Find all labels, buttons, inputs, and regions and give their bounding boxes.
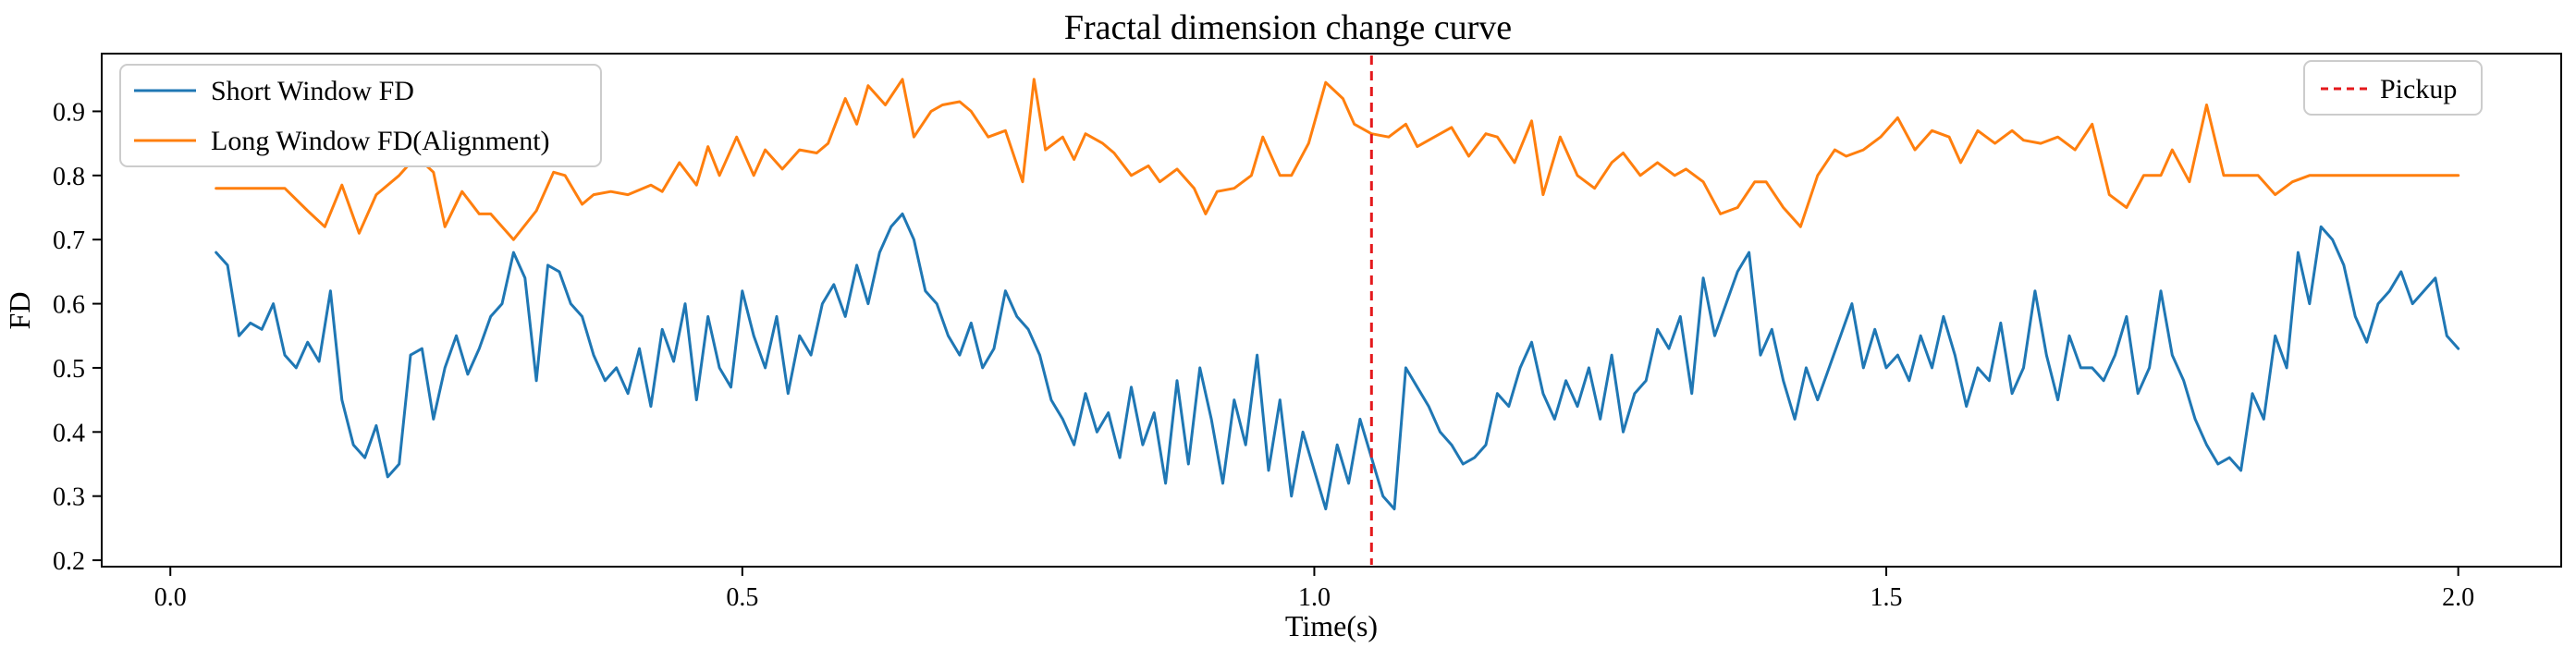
y-tick-label: 0.5 (53, 355, 85, 384)
y-tick-label: 0.4 (53, 419, 85, 447)
legend-main-box (119, 64, 602, 167)
y-tick-label: 0.2 (53, 547, 85, 576)
y-tick-label: 0.7 (53, 226, 85, 255)
legend-pickup-box (2303, 60, 2483, 116)
series-long-window-fd-line (215, 78, 2460, 241)
y-tick-label: 0.9 (53, 98, 85, 127)
plot-frame (101, 53, 2562, 568)
y-tick-label: 0.3 (53, 483, 85, 512)
y-axis: 0.2 0.3 0.4 0.5 0.6 0.7 0.8 0.9 (53, 98, 102, 576)
x-tick-label: 1.5 (1871, 583, 1903, 612)
x-axis-label: Time(s) (1285, 609, 1378, 642)
legend-pickup-label: Pickup (2380, 74, 2457, 104)
chart-title: Fractal dimension change curve (1064, 8, 1512, 47)
legend-long-window-label: Long Window FD(Alignment) (211, 126, 550, 156)
series-layer (215, 78, 2460, 511)
x-tick-label: 2.0 (2442, 583, 2474, 612)
series-short-window-fd-line (215, 212, 2460, 511)
legend-pickup: Pickup (2303, 60, 2483, 116)
y-axis-label: FD (3, 292, 36, 330)
y-tick-label: 0.8 (53, 163, 85, 191)
x-tick-label: 1.0 (1298, 583, 1331, 612)
legend-main: Short Window FD Long Window FD(Alignment… (119, 64, 602, 167)
legend-short-window-label: Short Window FD (211, 76, 414, 106)
y-tick-label: 0.6 (53, 291, 85, 320)
x-axis: 0.0 0.5 1.0 1.5 2.0 (154, 567, 2474, 612)
plot-area: 0.0 0.5 1.0 1.5 2.0 0.2 0.3 0.4 0.5 0.6 0.7 0.8 0.9 (53, 53, 2562, 612)
x-tick-label: 0.5 (726, 583, 758, 612)
x-tick-label: 0.0 (154, 583, 187, 612)
